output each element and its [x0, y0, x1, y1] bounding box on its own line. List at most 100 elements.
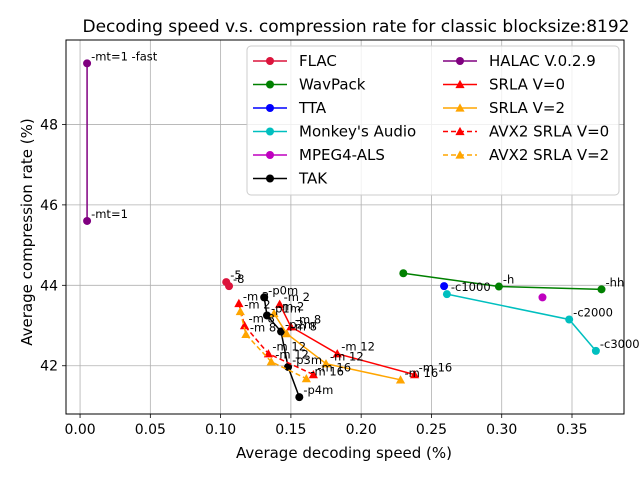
data-point [301, 374, 311, 383]
x-axis-label: Average decoding speed (%) [236, 444, 452, 462]
series-7 [275, 299, 420, 379]
data-point [239, 320, 250, 330]
point-label: -p0m [268, 283, 298, 297]
point-label: -mt=1 [91, 207, 128, 221]
point-label: -m 12 [272, 340, 306, 354]
data-point [399, 269, 408, 278]
point-label: -m 16 [405, 366, 439, 380]
point-label: -c3000 [600, 337, 640, 351]
data-point [284, 362, 293, 371]
legend-marker [455, 103, 465, 112]
legend-box [246, 45, 620, 196]
legend-label: WavPack [299, 76, 366, 94]
legend: FLAC WavPack TTA Monkey's Audio MPEG4-ALS TAK… [246, 45, 620, 196]
legend-marker [455, 150, 465, 159]
plot-frame [65, 39, 625, 415]
point-label: -h [503, 273, 514, 287]
data-point [83, 59, 92, 68]
point-label: -m 8 [250, 320, 276, 334]
data-point [282, 328, 292, 338]
point-label: -m 16 [419, 361, 453, 375]
y-tick-label: 42 [40, 359, 58, 375]
point-label: -p4m [303, 383, 333, 397]
series-line [239, 311, 307, 380]
data-point [286, 322, 296, 331]
data-point [409, 369, 420, 379]
data-point [565, 315, 574, 324]
point-label: -p3m [292, 353, 322, 367]
point-label: -c1000 [451, 280, 491, 294]
legend-entry: TTA [253, 99, 327, 117]
legend-marker [266, 174, 274, 183]
point-label: -m 12 [330, 350, 364, 364]
data-point [235, 306, 245, 316]
point-label: -8 [233, 272, 244, 286]
data-point [494, 282, 503, 291]
legend-marker [456, 57, 464, 65]
point-label: -mt=1 -fast [91, 49, 158, 63]
legend-label: AVX2 SRLA V=2 [489, 146, 609, 164]
point-label: -m 12 [341, 340, 375, 354]
point-label: -m 2 [244, 297, 270, 311]
legend-entry: AVX2 SRLA V=0 [443, 123, 609, 141]
series-line [278, 303, 415, 376]
legend-label: TAK [298, 170, 328, 188]
series-1 [399, 269, 606, 294]
point-label: -5 [230, 268, 241, 282]
point-label: -hh [606, 275, 625, 289]
point-label: -c2000 [573, 305, 613, 319]
point-label: -m 12 [275, 348, 309, 362]
legend-entry: HALAC V.0.2.9 [443, 52, 596, 70]
series-layer [83, 59, 606, 402]
data-point [83, 216, 92, 225]
legend-marker [455, 126, 465, 136]
series-10 [235, 306, 311, 383]
point-label: -m 16 [310, 365, 344, 379]
legend-label: SRLA V=0 [489, 76, 565, 94]
y-tick-label: 44 [40, 278, 58, 294]
point-label: -m 2 [278, 299, 304, 313]
legend-label: FLAC [299, 52, 337, 70]
data-point [277, 327, 286, 336]
x-tick-label: 0.10 [205, 422, 236, 438]
legend-label: MPEG4-ALS [299, 146, 385, 164]
data-point [442, 290, 451, 299]
chart-title: Decoding speed v.s. compression rate for… [83, 17, 630, 37]
data-point [440, 282, 449, 291]
data-point [295, 393, 304, 402]
data-point [234, 298, 244, 308]
data-point [591, 346, 600, 355]
point-label: -p2m [285, 318, 315, 332]
x-tick-label: 0.20 [346, 422, 377, 438]
point-label: -m 8 [295, 313, 321, 327]
series-line [273, 313, 401, 381]
annotation-layer: -5-8 -h -hh-c1000-c2000-c3000-p0m-p1m-p2m-… [91, 49, 640, 397]
data-point [308, 369, 318, 379]
data-point [269, 308, 279, 318]
series-3 [442, 290, 600, 355]
data-point [262, 311, 271, 320]
legend-entry: MPEG4-ALS [253, 146, 385, 164]
x-tick-label: 0.25 [416, 422, 447, 438]
data-point [395, 375, 406, 384]
legend-entry: SRLA V=2 [443, 99, 565, 117]
series-4 [538, 293, 547, 302]
legend-label: TTA [298, 99, 327, 117]
legend-entry: Monkey's Audio [253, 123, 416, 141]
x-tick-label: 0.35 [556, 422, 587, 438]
y-tick-label: 48 [40, 117, 58, 133]
series-0 [222, 278, 234, 291]
data-point [538, 293, 547, 302]
legend-marker [266, 57, 274, 65]
legend-marker [266, 127, 274, 136]
legend-label: AVX2 SRLA V=0 [489, 123, 609, 141]
point-label: -m 2 [243, 289, 269, 303]
point-label: -m 16 [317, 361, 351, 375]
legend-label: SRLA V=2 [489, 99, 565, 117]
data-point [597, 285, 606, 294]
legend-entry: TAK [253, 170, 328, 188]
legend-marker [266, 151, 274, 159]
legend-entry: WavPack [253, 76, 366, 94]
point-label: -p1m [271, 301, 301, 315]
